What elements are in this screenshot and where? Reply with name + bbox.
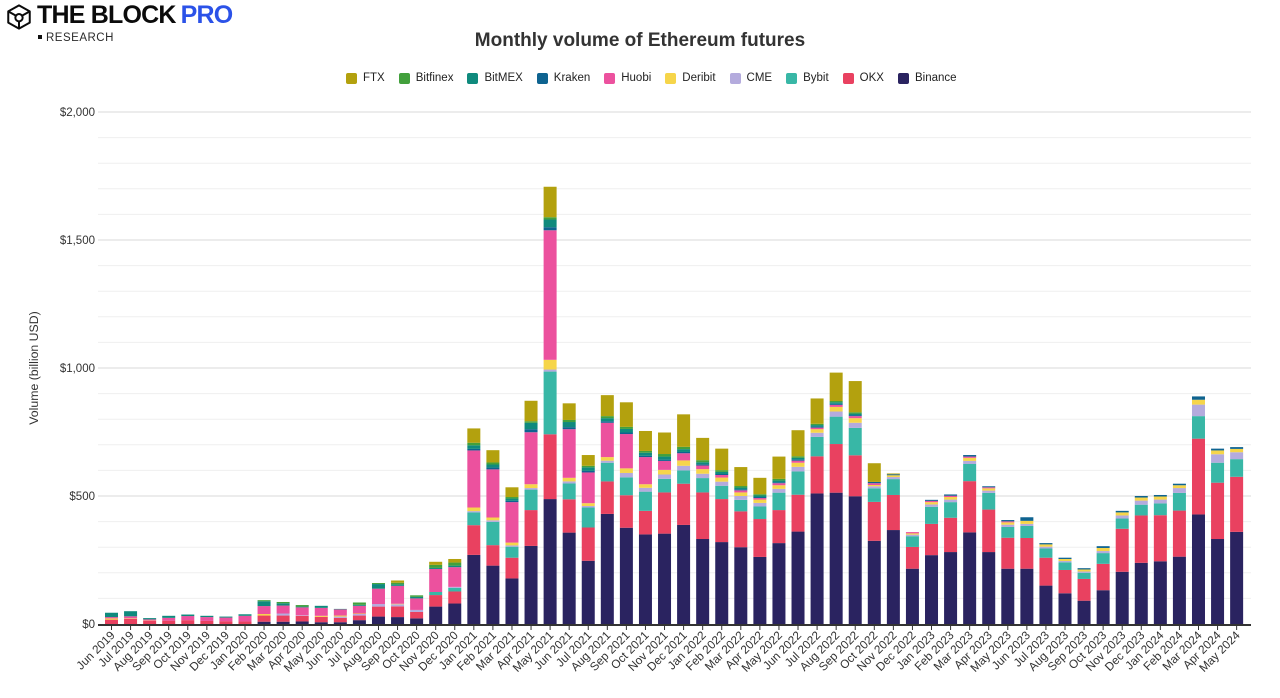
svg-text:$1,500: $1,500 [60,235,95,247]
svg-text:$1,000: $1,000 [60,363,95,375]
svg-text:$2,000: $2,000 [60,107,95,119]
svg-text:$500: $500 [69,491,95,503]
svg-text:Volume (billion USD): Volume (billion USD) [27,311,41,424]
svg-text:$0: $0 [82,619,95,631]
